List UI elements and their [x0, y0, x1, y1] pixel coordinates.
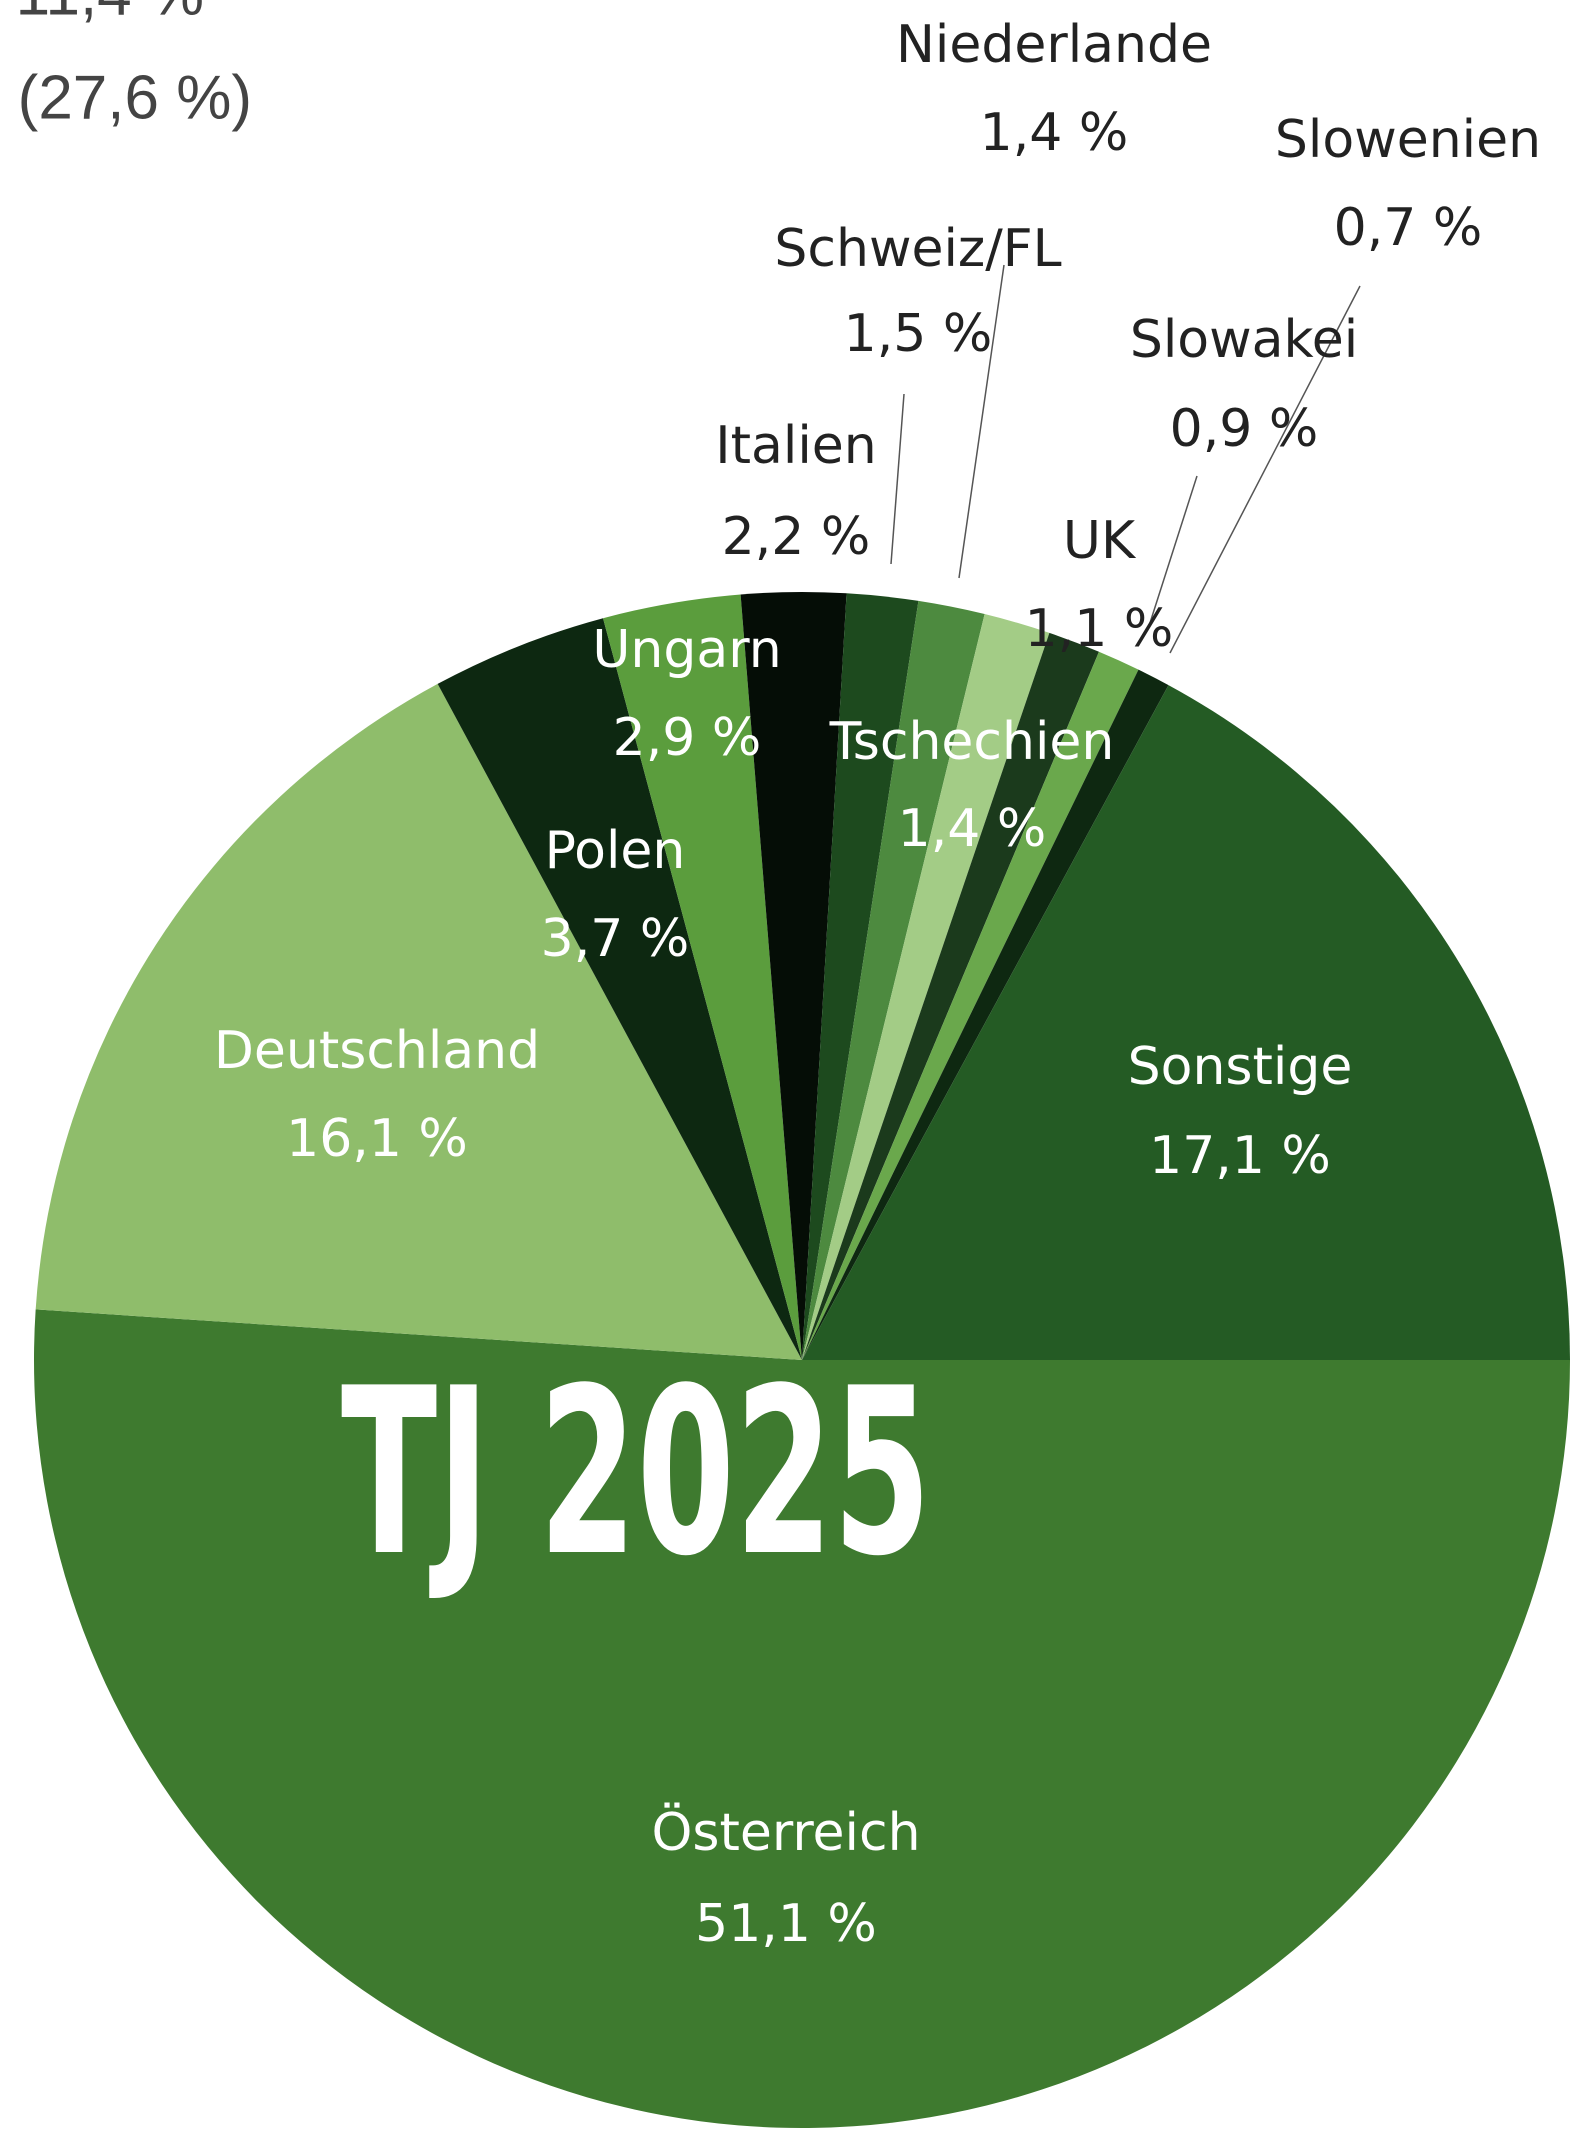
- slice-value: 3,7 %: [541, 909, 690, 969]
- slice-value: 1,1 %: [1025, 599, 1174, 659]
- slice-label: Sonstige: [1128, 1037, 1353, 1097]
- slice-label: Schweiz/FL: [774, 219, 1061, 279]
- slice-value: 0,9 %: [1170, 399, 1319, 459]
- pie-slice: [802, 669, 1169, 1360]
- slice-value: 0,7 %: [1334, 198, 1483, 258]
- slice-label: Deutschland: [214, 1021, 540, 1081]
- slice-label: Tschechien: [829, 712, 1115, 772]
- slice-label: Niederlande: [896, 15, 1212, 75]
- leader-line: [1148, 475, 1198, 627]
- pie-slice: [802, 632, 1099, 1360]
- slice-value: 51,1 %: [695, 1894, 877, 1954]
- slice-value: 2,9 %: [613, 708, 762, 768]
- center-title: TJ 2025: [341, 1340, 931, 1607]
- slice-value: 1,4 %: [980, 103, 1129, 163]
- pie-slice: [34, 1309, 1570, 2128]
- slice-label: Österreich: [651, 1802, 920, 1863]
- annotation: (27,6 %): [18, 63, 252, 132]
- slice-label: Slowakei: [1130, 310, 1358, 370]
- slice-label: Italien: [715, 416, 876, 476]
- slice-label: Slowenien: [1275, 110, 1541, 170]
- pie-slice: [802, 651, 1139, 1360]
- pie: [34, 592, 1571, 2128]
- pie-slice: [740, 592, 847, 1360]
- slice-label: Ungarn: [592, 620, 781, 680]
- leader-line: [890, 393, 905, 565]
- pie-slice: [603, 594, 802, 1360]
- slice-label: Polen: [545, 821, 686, 881]
- pie-slice: [437, 618, 802, 1360]
- pie-slice: [35, 683, 802, 1360]
- slice-label: UK: [1063, 511, 1137, 571]
- pie-slice: [802, 593, 919, 1360]
- slice-value: 16,1 %: [286, 1109, 468, 1169]
- annotation: 11,4 %: [16, 0, 204, 28]
- pie-slice: [802, 685, 1571, 1360]
- labels: Österreich 51,1 % Deutschland 16,1 % Polen 3,…: [214, 15, 1541, 1954]
- slice-value: 1,4 %: [898, 799, 1047, 859]
- slice-value: 1,5 %: [844, 304, 993, 364]
- leader-line: [1169, 285, 1361, 654]
- pie-slice: [802, 600, 985, 1360]
- slice-value: 2,2 %: [722, 507, 871, 567]
- leader-line: [958, 264, 1005, 579]
- pie-slice: [802, 614, 1050, 1360]
- slice-value: 17,1 %: [1149, 1126, 1331, 1186]
